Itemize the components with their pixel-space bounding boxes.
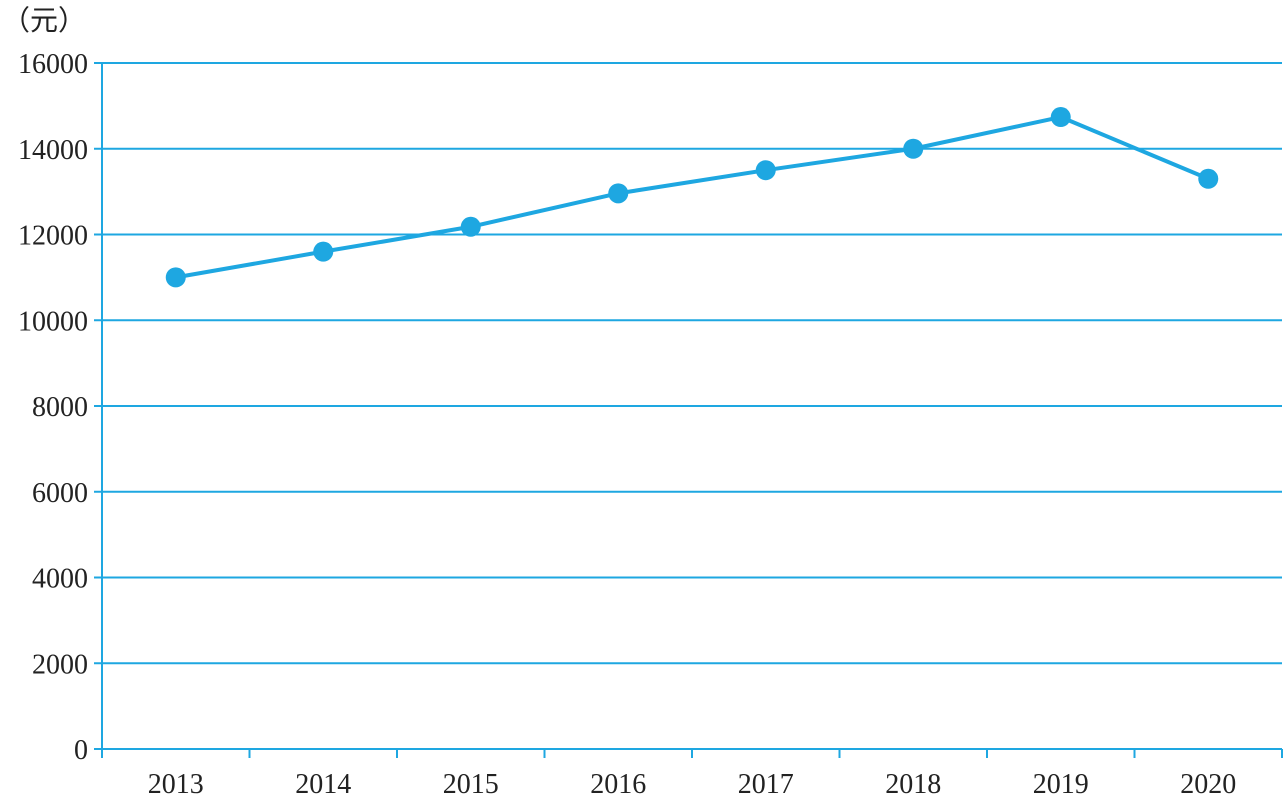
x-tick-label: 2019 <box>1033 769 1089 797</box>
y-tick-label: 16000 <box>18 49 88 80</box>
y-tick-labels: 0 2000 4000 6000 8000 10000 12000 14000 16000 <box>18 49 88 766</box>
axes <box>94 62 1283 758</box>
y-tick-label: 14000 <box>18 135 88 166</box>
data-point <box>460 216 481 237</box>
data-point <box>1050 107 1071 128</box>
x-tick-label: 2017 <box>738 769 794 797</box>
x-tick-label: 2018 <box>885 769 941 797</box>
y-tick-label: 4000 <box>32 564 88 595</box>
series-group <box>165 107 1219 288</box>
y-axis-unit-label: （元） <box>2 4 86 37</box>
gridlines <box>102 62 1282 665</box>
y-tick-label: 8000 <box>32 392 88 423</box>
y-tick-label: 2000 <box>32 649 88 680</box>
y-tick-label: 0 <box>74 735 88 766</box>
data-point <box>755 160 776 181</box>
x-tick-label: 2014 <box>295 769 351 797</box>
data-point <box>903 138 924 159</box>
x-tick-label: 2016 <box>590 769 646 797</box>
series-line <box>175 115 1210 280</box>
y-tick-label: 6000 <box>32 478 88 509</box>
data-point <box>313 241 334 262</box>
data-point <box>165 267 186 288</box>
y-tick-label: 10000 <box>18 306 88 337</box>
y-tick-label: 12000 <box>18 221 88 252</box>
data-point <box>608 183 629 204</box>
x-tick-label: 2013 <box>148 769 204 797</box>
x-tick-label: 2015 <box>443 769 499 797</box>
x-tick-labels: 2013 2014 2015 2016 2017 2018 2019 2020 <box>148 769 1237 797</box>
x-tick-label: 2020 <box>1180 769 1236 797</box>
data-point <box>1198 168 1219 189</box>
